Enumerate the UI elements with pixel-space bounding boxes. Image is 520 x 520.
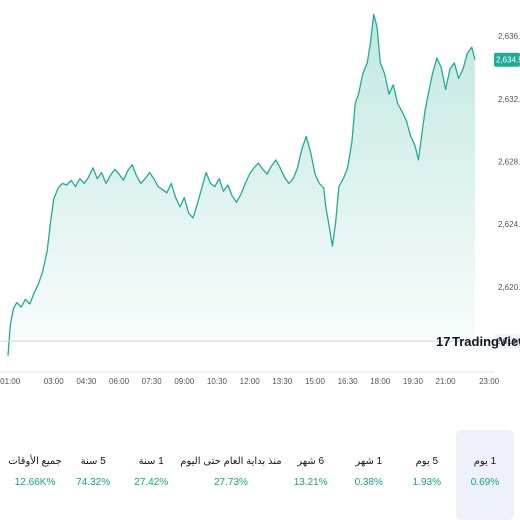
period-tab[interactable]: 1 يوم 0.69% bbox=[455, 430, 514, 520]
y-tick-label: 2,624.000 bbox=[498, 220, 520, 229]
price-line bbox=[7, 13, 476, 356]
period-label: 6 شهر bbox=[297, 456, 325, 467]
price-badges: 2,634.500 2,616.530 bbox=[494, 52, 520, 349]
period-change-value: 1.93% bbox=[412, 477, 442, 488]
x-tick-label: 19:30 bbox=[403, 377, 424, 386]
period-tab[interactable]: 1 سنة 27.42% bbox=[122, 430, 180, 520]
price-area-fill bbox=[8, 14, 475, 356]
x-tick-label: 04:30 bbox=[76, 377, 97, 386]
previous-close-label: 2,616.530 bbox=[496, 337, 520, 346]
period-tab[interactable]: 6 شهر 13.21% bbox=[282, 430, 340, 520]
current-price-badge bbox=[494, 52, 520, 67]
x-tick-label: 03:00 bbox=[44, 377, 65, 386]
x-tick-label: 01:00 bbox=[0, 377, 21, 386]
period-tab[interactable]: 1 شهر 0.38% bbox=[340, 430, 398, 520]
y-tick-label: 2,628.000 bbox=[498, 158, 520, 167]
plot-area bbox=[0, 13, 494, 356]
x-tick-label: 09:00 bbox=[174, 377, 195, 386]
y-tick-label: 2,632.000 bbox=[498, 95, 520, 104]
current-price-label: 2,634.500 bbox=[496, 56, 520, 65]
tradingview-logo-icon: 17 bbox=[436, 334, 450, 349]
x-axis: 01:00 03:00 04:30 06:00 07:30 09:00 10:30 12:00… bbox=[0, 371, 500, 386]
performance-periods: 1 يوم 0.69% 5 يوم 1.93% 1 شهر 0.38% 6 شهر 13.21… bbox=[0, 430, 520, 520]
x-tick-label: 18:00 bbox=[370, 377, 391, 386]
x-tick-label: 10:30 bbox=[207, 377, 228, 386]
period-label: 1 شهر bbox=[355, 456, 383, 467]
period-change-value: 0.69% bbox=[470, 477, 500, 488]
period-label: 1 يوم bbox=[473, 456, 497, 467]
y-axis: 2,636.000 2,632.000 2,628.000 2,624.000 2,62… bbox=[498, 32, 520, 292]
period-tab[interactable]: 5 سنة 74.32% bbox=[64, 430, 122, 520]
period-tab[interactable]: جميع الأوقات 12.66K% bbox=[6, 430, 64, 520]
period-label: منذ بداية العام حتى اليوم bbox=[180, 456, 282, 467]
x-tick-label: 13:30 bbox=[272, 377, 293, 386]
period-change-value: 13.21% bbox=[293, 477, 328, 488]
tradingview-watermark[interactable]: 17 TradingView bbox=[436, 334, 520, 349]
price-chart[interactable]: 2,636.000 2,632.000 2,628.000 2,624.000 2,62… bbox=[0, 0, 520, 400]
period-label: 5 سنة bbox=[80, 456, 106, 467]
chart-canvas[interactable]: 2,636.000 2,632.000 2,628.000 2,624.000 2,62… bbox=[0, 0, 520, 400]
y-tick-label: 2,620.000 bbox=[498, 283, 520, 292]
x-tick-label: 07:30 bbox=[142, 377, 163, 386]
x-tick-label: 06:00 bbox=[109, 377, 130, 386]
period-label: 1 سنة bbox=[138, 456, 164, 467]
x-tick-label: 12:00 bbox=[240, 377, 261, 386]
tradingview-logo-text: TradingView bbox=[452, 334, 520, 349]
y-tick-label: 2,636.000 bbox=[498, 32, 520, 41]
period-label: جميع الأوقات bbox=[8, 456, 62, 467]
x-tick-label: 23:00 bbox=[479, 377, 500, 386]
x-tick-label: 21:00 bbox=[436, 377, 457, 386]
period-change-value: 74.32% bbox=[76, 477, 111, 488]
x-tick-label: 16:30 bbox=[338, 377, 359, 386]
period-change-value: 27.42% bbox=[134, 477, 169, 488]
period-change-value: 0.38% bbox=[354, 477, 383, 488]
period-change-value: 27.73% bbox=[213, 477, 248, 488]
period-change-value: 12.66K% bbox=[14, 477, 56, 488]
period-label: 5 يوم bbox=[415, 456, 439, 467]
x-tick-label: 15:00 bbox=[305, 377, 326, 386]
period-tab[interactable]: 5 يوم 1.93% bbox=[398, 430, 456, 520]
previous-close-badge bbox=[494, 334, 520, 349]
period-tab[interactable]: منذ بداية العام حتى اليوم 27.73% bbox=[180, 430, 281, 520]
